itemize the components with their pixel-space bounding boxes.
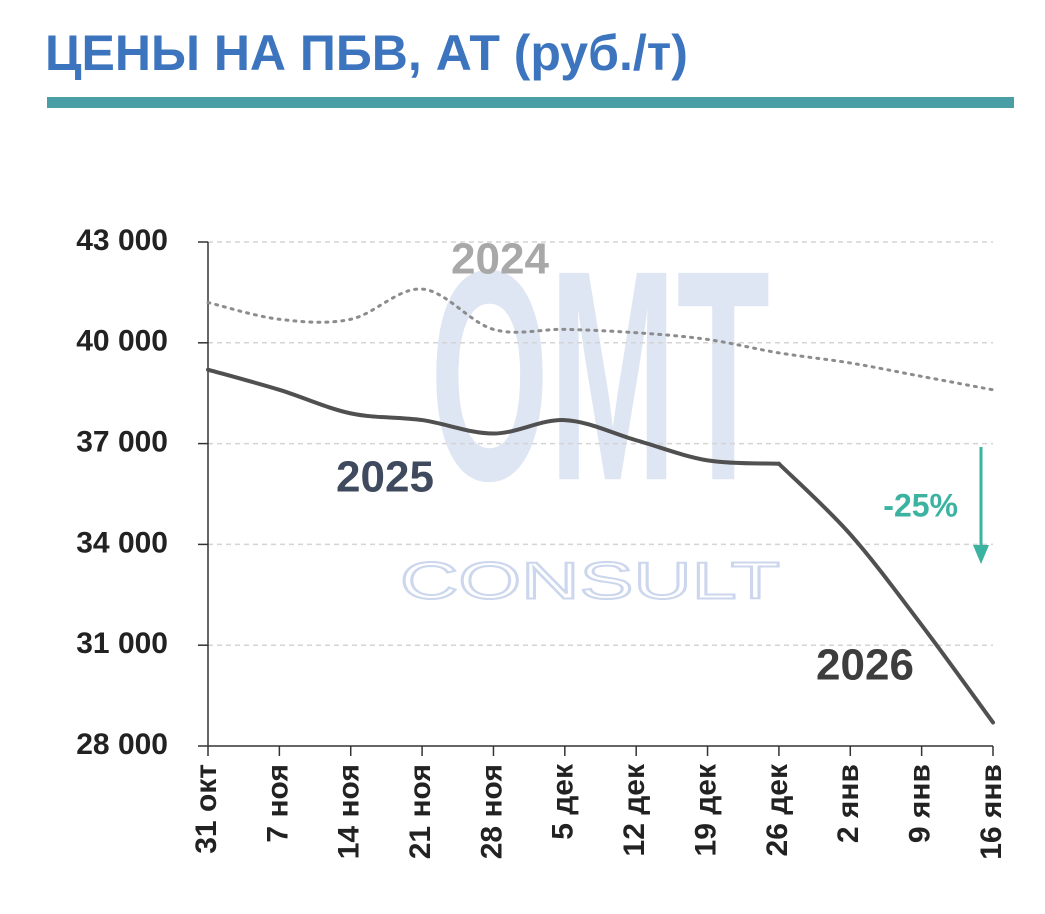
- x-tick-label: 2 янв: [832, 764, 865, 843]
- x-tick-label: 14 ноя: [333, 764, 366, 859]
- y-tick-label: 34 000: [76, 526, 168, 559]
- series-line: [206, 367, 781, 466]
- x-tick-label: 21 ноя: [404, 764, 437, 859]
- x-tick-label: 26 дек: [761, 763, 794, 856]
- x-tick-label: 9 янв: [904, 764, 937, 843]
- x-tick-label: 31 окт: [190, 764, 223, 854]
- arrow-head: [973, 545, 989, 564]
- y-tick-label: 37 000: [76, 426, 168, 459]
- chart-title: ЦЕНЫ НА ПБВ, АТ (руб./т): [45, 25, 688, 81]
- y-tick-label: 40 000: [76, 325, 168, 358]
- y-tick-label: 28 000: [76, 728, 168, 761]
- watermark: OMT: [430, 207, 770, 543]
- x-tick-label: 16 янв: [975, 764, 1008, 860]
- y-tick-label: 43 000: [76, 224, 168, 257]
- annotation: -25%: [883, 487, 958, 523]
- x-tick-label: 19 дек: [689, 763, 722, 856]
- y-tick-label: 31 000: [76, 627, 168, 660]
- series-label: 2026: [816, 641, 914, 690]
- series-line: [776, 461, 995, 725]
- x-tick-label: 7 ноя: [261, 764, 294, 843]
- title-rule: [47, 97, 1014, 108]
- watermark: CONSULT: [400, 553, 780, 611]
- series-label: 2024: [451, 235, 549, 284]
- series-label: 2025: [336, 453, 434, 502]
- x-tick-label: 5 дек: [547, 763, 580, 840]
- x-tick-label: 12 дек: [618, 763, 651, 856]
- x-tick-label: 28 ноя: [475, 764, 508, 859]
